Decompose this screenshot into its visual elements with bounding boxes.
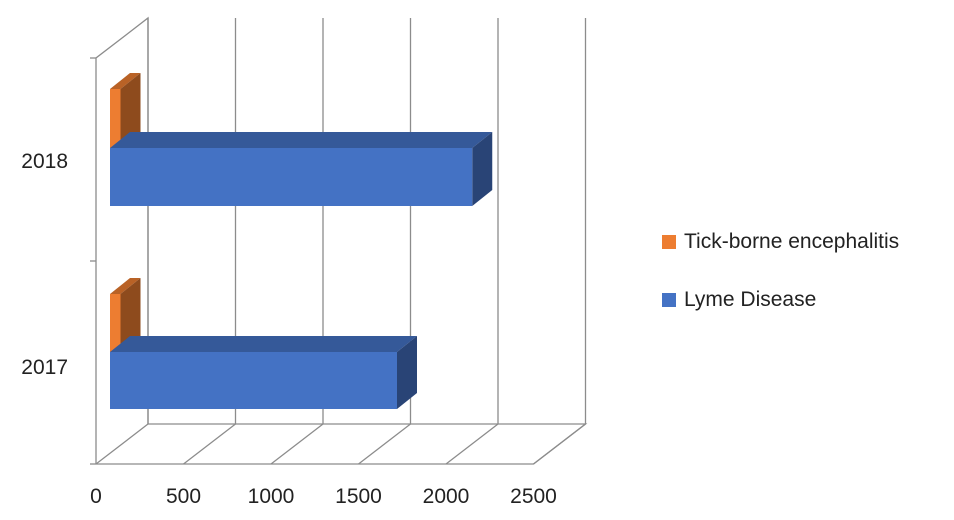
y-category-label: 2018 (21, 150, 68, 173)
legend-label: Lyme Disease (684, 288, 817, 311)
bar-front-face (110, 89, 121, 148)
legend-label: Tick-borne encephalitis (684, 230, 900, 253)
x-tick-label: 2500 (510, 485, 557, 508)
gridline-floor (270, 423, 324, 465)
bar-lyme-disease-2018 (110, 132, 493, 206)
gridline-floor (358, 423, 411, 465)
bar-tick-borne-encephalitis-2017 (110, 278, 141, 352)
bar-top-face (110, 73, 141, 89)
gridline-floor (445, 423, 499, 465)
x-tick-label: 500 (166, 485, 201, 508)
bar-side-face (120, 73, 141, 148)
bar-top-face (110, 278, 141, 294)
gridline-floor (183, 423, 236, 465)
gridline-floor (533, 423, 586, 465)
bar-front-face (110, 294, 121, 352)
bar-lyme-disease-2017 (110, 336, 417, 409)
bar-top-face (110, 336, 417, 352)
gridline-floor (95, 423, 149, 465)
legend-item-tick-borne-encephalitis: Tick-borne encephalitis (662, 228, 899, 256)
x-tick-label: 2000 (423, 485, 470, 508)
bar-front-face (110, 352, 397, 409)
y-axis-category-labels: 2017 2018 (21, 150, 68, 379)
x-tick-label: 1000 (248, 485, 295, 508)
x-tick-label: 1500 (335, 485, 382, 508)
x-axis-tick-labels: 0 500 1000 1500 2000 2500 (90, 485, 557, 508)
legend-item-lyme-disease: Lyme Disease (662, 286, 899, 314)
legend-swatch (662, 235, 676, 249)
bars (110, 73, 493, 409)
bar-tick-borne-encephalitis-2018 (110, 73, 141, 148)
floor (96, 423, 588, 465)
y-category-label: 2017 (21, 356, 68, 379)
legend-swatch (662, 293, 676, 307)
x-tick-label: 0 (90, 485, 102, 508)
bar-side-face (472, 132, 493, 206)
bar-side-face (397, 336, 417, 409)
bar-top-face (110, 132, 493, 148)
bar-side-face (120, 278, 141, 352)
legend: Tick-borne encephalitis Lyme Disease (662, 228, 899, 344)
bar-front-face (110, 148, 473, 206)
